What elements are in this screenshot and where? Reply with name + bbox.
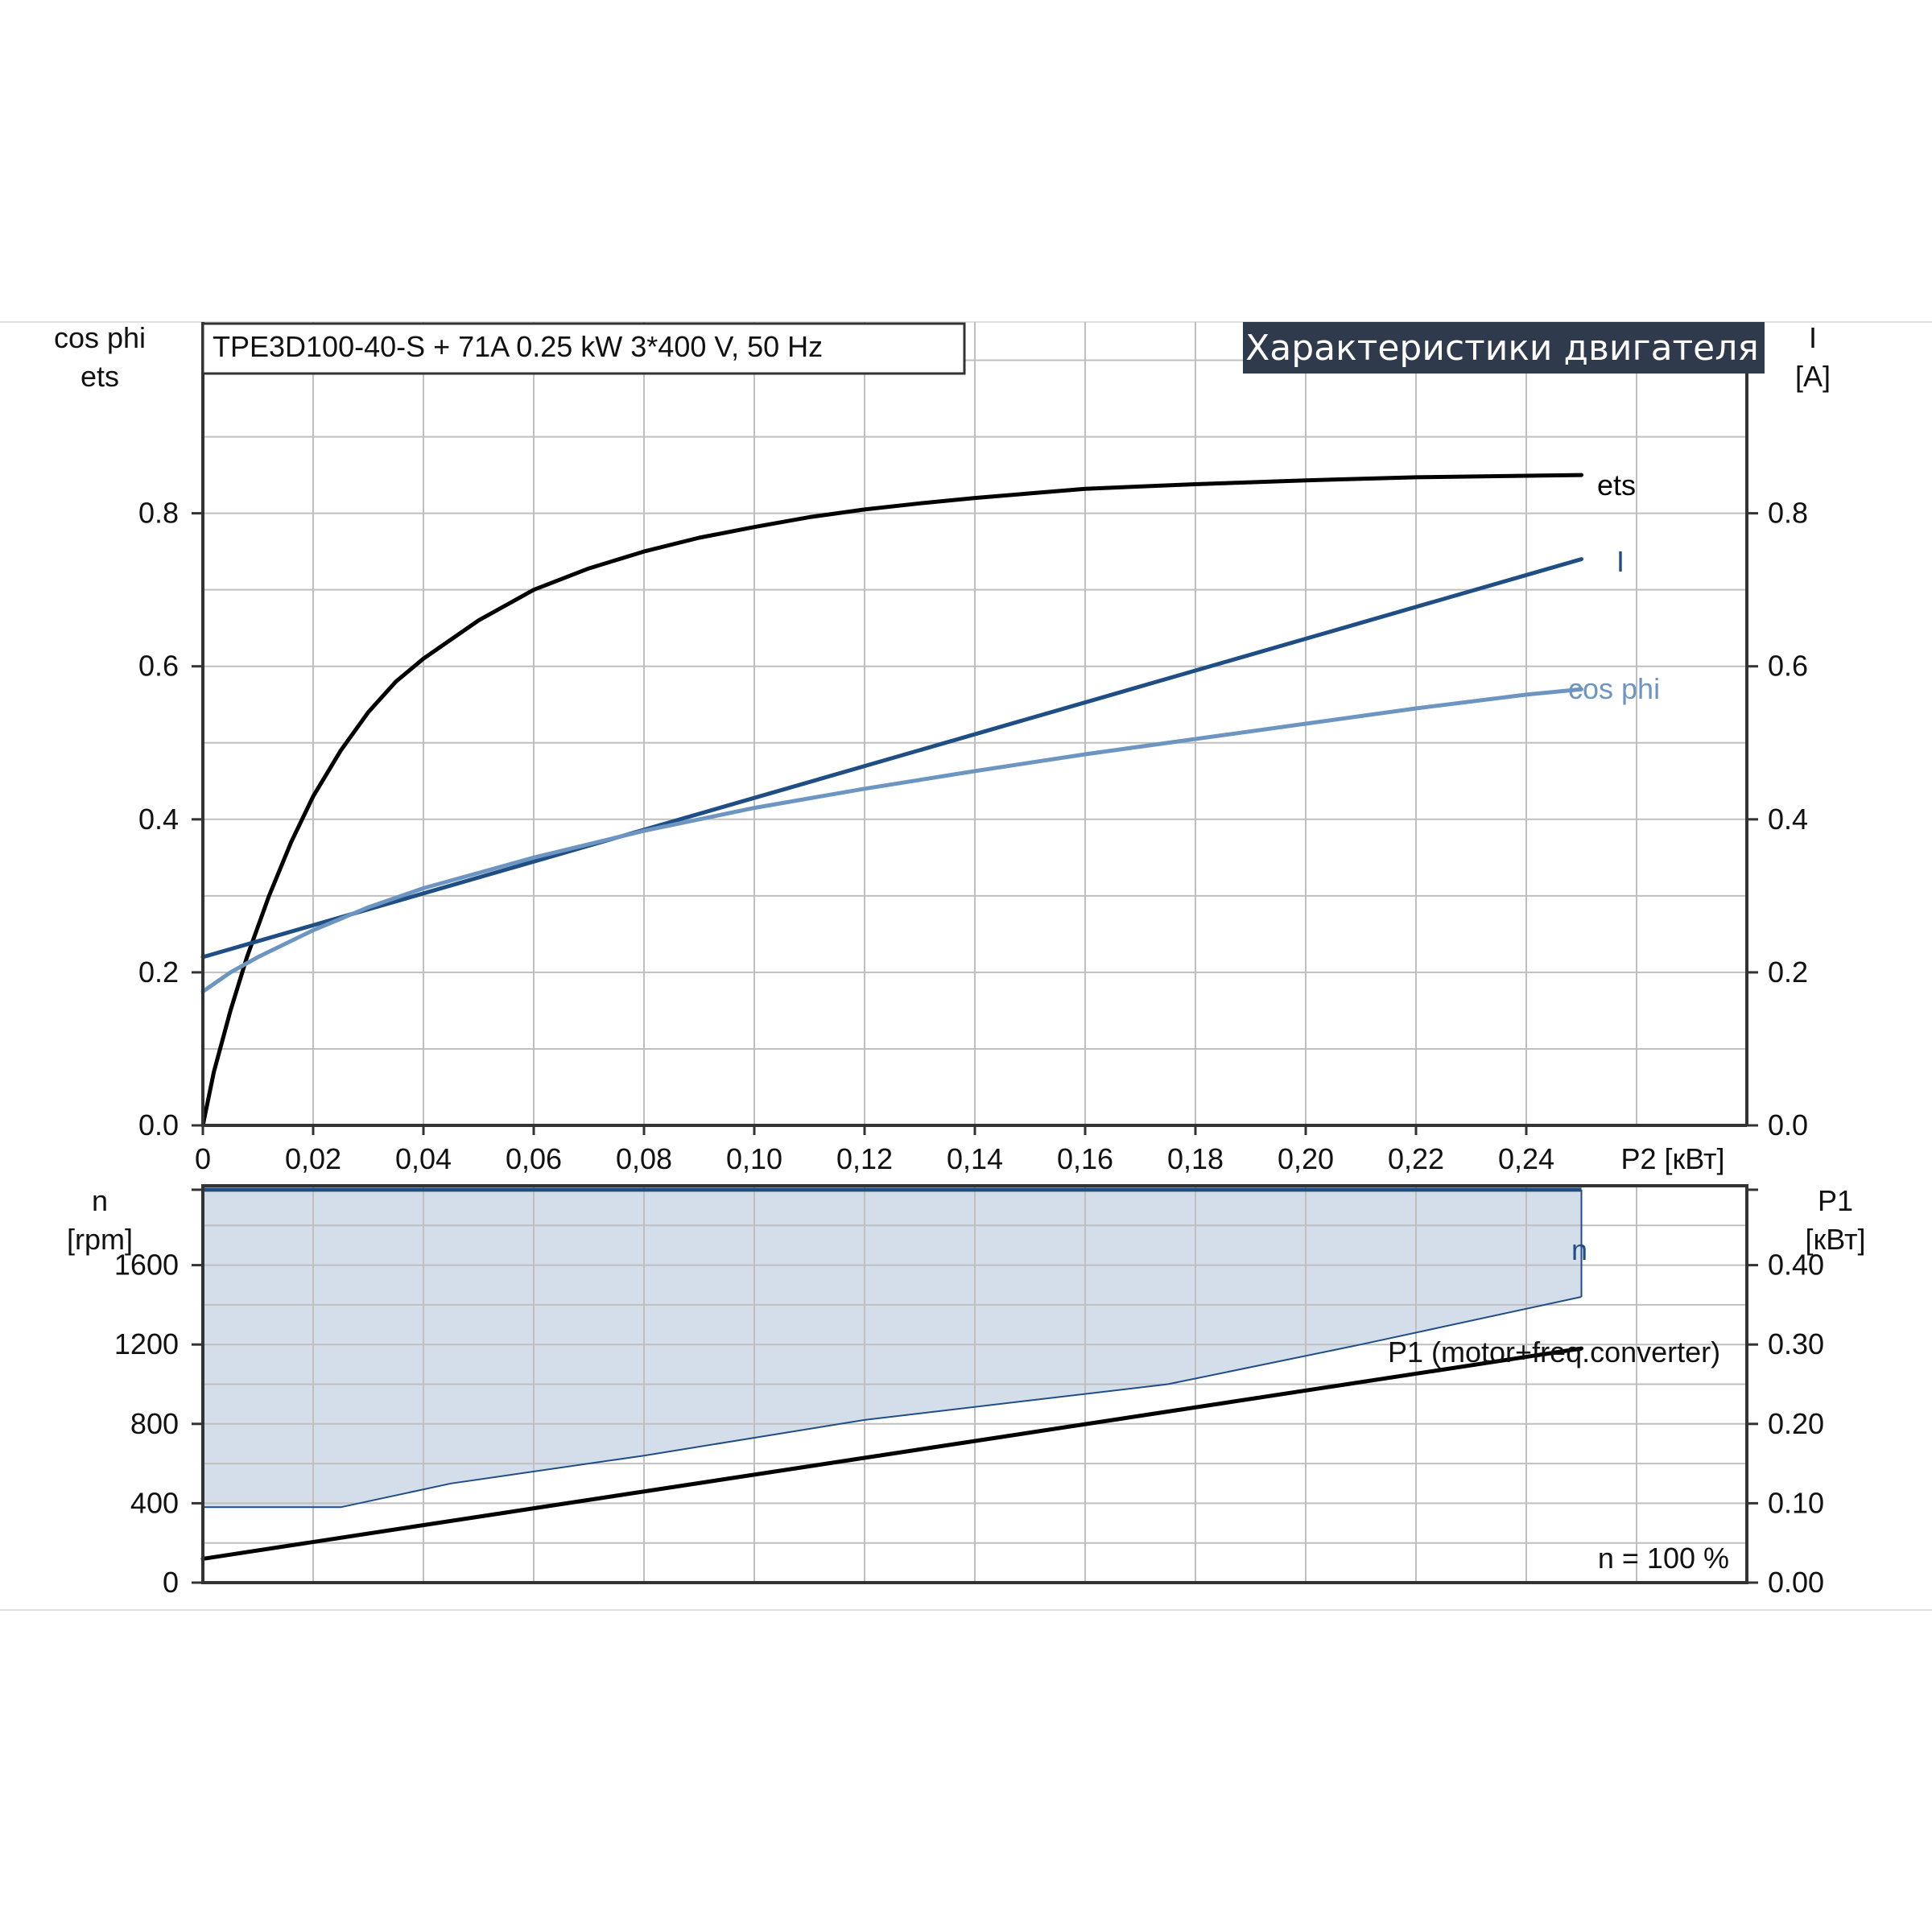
tick-label-x: 0,14 [947,1142,1003,1175]
y-right-label-line2: [A] [1795,360,1831,393]
speed-band-area [203,1189,1582,1508]
speed-band-min-line [203,1296,1582,1509]
tick-labels: 0.0 0.2 0.4 0.6 0.8 0.0 0.2 0.4 0.6 0.8 0 0,02 0,04 0… [54,321,1866,1599]
series-label-p1: P1 (motor+freq.converter) [1388,1335,1720,1368]
tick-label-x: 0,20 [1278,1142,1334,1175]
tick-label-x: 0 [195,1142,211,1175]
series-line-p1 [200,1346,1583,1561]
tick-label-left-bottom: 800 [130,1407,179,1440]
tick-label-x: 0,12 [836,1142,893,1175]
y-right-bottom-label-line2: [кВт] [1805,1223,1865,1256]
tick-label-right: 0.0 [1768,1108,1808,1141]
tick-label-x: 0,08 [616,1142,672,1175]
y-right-bottom-label-line1: P1 [1818,1184,1853,1217]
bottom-plot-border [201,1184,1748,1584]
top-plot-grid [203,322,1747,1125]
tick-label-right: 0.6 [1768,650,1808,683]
banner-box [1243,322,1765,374]
annotation-n-100: n = 100 % [1598,1542,1729,1575]
bottom-plot-frame [201,1184,1748,1584]
tick-label-left-bottom: 1600 [114,1249,179,1282]
bottom-plot-series: n P1 (motor+freq.converter) n = 100 % [200,1187,1729,1575]
tick-label-left: 0.2 [138,956,179,989]
tick-label-left: 0.0 [138,1108,179,1141]
tick-label-left-bottom: 1200 [114,1327,179,1360]
x-axis-label: P2 [кВт] [1620,1142,1724,1175]
tick-label-x: 0,10 [726,1142,782,1175]
tick-label-x: 0,24 [1498,1142,1554,1175]
tick-label-right-bottom: 0.10 [1768,1486,1824,1519]
y-right-label-line1: I [1809,321,1817,354]
tick-label-x: 0,18 [1167,1142,1224,1175]
model-title-box [201,322,966,375]
series-line-ets [200,473,1583,1128]
series-label-ets: ets [1597,469,1636,502]
tick-label-left: 0.6 [138,650,179,683]
y-left-bottom-label-line1: n [92,1184,108,1217]
tick-label-left-bottom: 0 [163,1566,179,1599]
series-line-cosphi [200,687,1583,994]
speed-band-layer [203,1189,1582,1508]
series-line-current [200,557,1583,960]
y-left-label-line2: ets [80,360,119,393]
tick-label-right: 0.2 [1768,956,1808,989]
tick-label-right-bottom: 0.40 [1768,1249,1824,1282]
series-label-cosphi: cos phi [1568,672,1660,705]
tick-label-x: 0,02 [285,1142,341,1175]
tick-label-right-bottom: 0.20 [1768,1407,1824,1440]
series-label-current: I [1616,545,1624,578]
tick-label-left: 0.8 [138,497,179,530]
tick-label-right-bottom: 0.30 [1768,1327,1824,1360]
y-left-bottom-label-line2: [rpm] [67,1223,133,1256]
tick-label-left: 0.4 [138,803,179,836]
bottom-plot-grid [203,1186,1747,1583]
banner-title: Характеристики двигателя [1245,328,1759,369]
series-label-n: n [1571,1233,1587,1266]
tick-label-x: 0,06 [506,1142,562,1175]
tick-label-x: 0,22 [1388,1142,1444,1175]
tick-label-right: 0.8 [1768,497,1808,530]
tick-label-x: 0,16 [1057,1142,1113,1175]
tick-label-left-bottom: 400 [130,1486,179,1519]
tick-label-right: 0.4 [1768,803,1808,836]
tick-label-right-bottom: 0.00 [1768,1566,1824,1599]
model-title: TPE3D100-40-S + 71A 0.25 kW 3*400 V, 50 … [213,330,823,363]
y-left-label-line1: cos phi [54,321,146,354]
tick-label-x: 0,04 [395,1142,452,1175]
